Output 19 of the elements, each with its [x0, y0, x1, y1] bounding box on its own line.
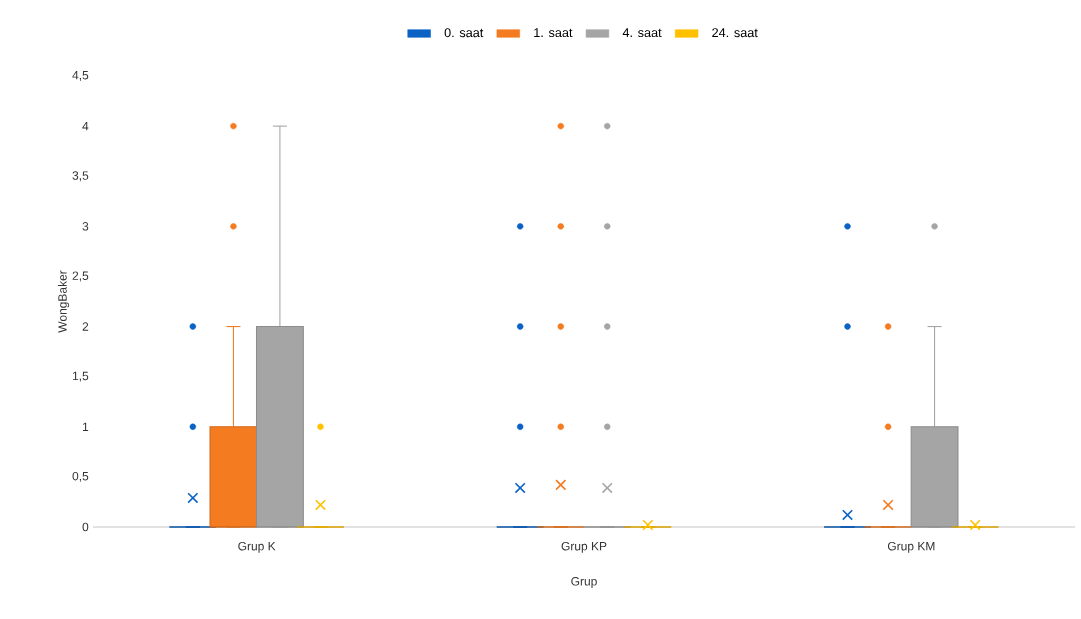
y-tick-label: 1: [82, 422, 89, 431]
y-tick-label: 1,5: [72, 371, 89, 382]
y-tick-label: 3,5: [72, 171, 89, 182]
legend-label: 4. saat: [622, 28, 662, 38]
x-tick-label: Grup KM: [887, 541, 935, 553]
x-tick-label: Grup K: [238, 541, 276, 553]
y-tick-label: 3: [82, 222, 89, 231]
x-tick-label: Grup KP: [561, 541, 607, 553]
y-tick-label: 0: [82, 522, 89, 532]
y-tick-label: 0,5: [72, 471, 89, 482]
y-tick-label: 4: [82, 121, 89, 131]
y-tick-label: 2: [82, 322, 89, 331]
legend-label: 1. saat: [534, 28, 573, 38]
x-axis-title: Grup: [571, 577, 597, 588]
legend-label: 0. saat: [444, 28, 484, 38]
y-axis-title: WongBaker: [57, 270, 70, 333]
legend-label: 24. saat: [712, 28, 758, 38]
y-tick-label: 4,5: [72, 71, 89, 81]
y-tick-label: 2,5: [72, 271, 89, 282]
